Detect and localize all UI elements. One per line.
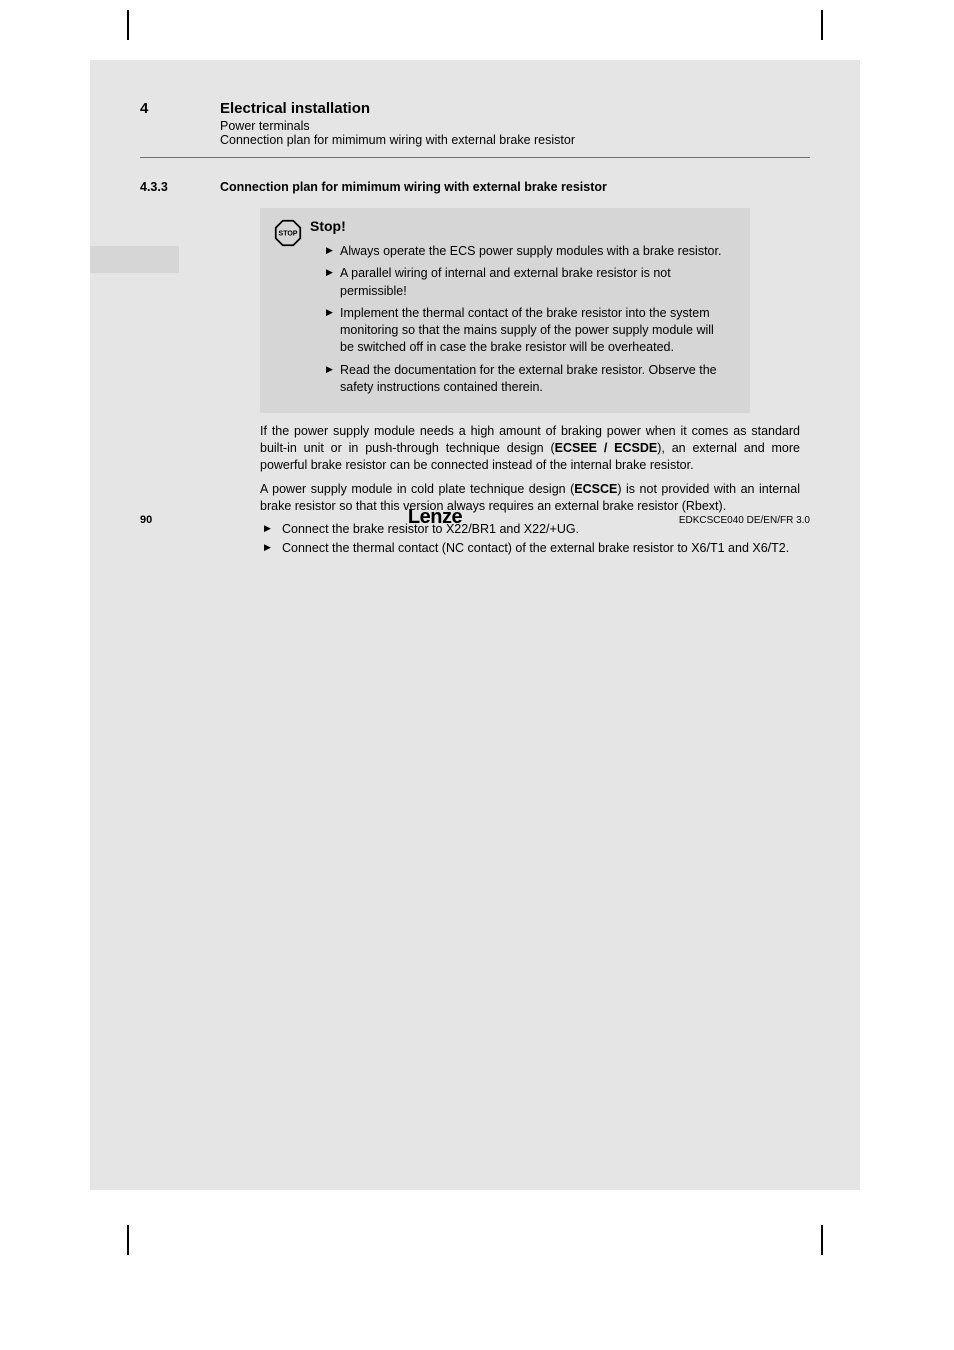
body-list-item: Connect the thermal contact (NC contact)… — [260, 540, 800, 557]
chapter-number: 4 — [140, 100, 220, 117]
chapter-header: 4 Electrical installation Power terminal… — [140, 100, 810, 147]
page-footer: 90 Lenze EDKCSCE040 DE/EN/FR 3.0 — [90, 506, 860, 529]
crop-mark — [821, 10, 823, 40]
stop-list: Always operate the ECS power supply modu… — [310, 243, 730, 396]
stop-item: Implement the thermal contact of the bra… — [326, 305, 730, 357]
chapter-subtitle-2: Connection plan for mimimum wiring with … — [220, 133, 810, 147]
page-number: 90 — [140, 514, 220, 526]
stop-title: Stop! — [310, 218, 730, 234]
stop-side-accent — [90, 246, 179, 273]
body-paragraphs: If the power supply module needs a high … — [260, 423, 800, 514]
stop-item: A parallel wiring of internal and extern… — [326, 265, 730, 300]
text: A power supply module in cold plate tech… — [260, 482, 574, 496]
stop-callout: STOP Stop! Always operate the ECS power … — [260, 208, 750, 413]
crop-mark — [821, 1225, 823, 1255]
stop-content: Stop! Always operate the ECS power suppl… — [310, 218, 730, 401]
chapter-title: Electrical installation — [220, 100, 810, 117]
document-id: EDKCSCE040 DE/EN/FR 3.0 — [650, 515, 810, 526]
chapter-subtitle-1: Power terminals — [220, 119, 810, 133]
stop-item: Always operate the ECS power supply modu… — [326, 243, 730, 260]
text-bold: ECSEE / ECSDE — [555, 441, 658, 455]
page-content: 4 Electrical installation Power terminal… — [90, 60, 860, 559]
stop-icon: STOP — [274, 219, 302, 247]
header-divider — [140, 157, 810, 158]
stop-item: Read the documentation for the external … — [326, 362, 730, 397]
section-title: Connection plan for mimimum wiring with … — [220, 180, 607, 194]
section-number: 4.3.3 — [140, 180, 220, 194]
text-bold: ECSCE — [574, 482, 617, 496]
body-paragraph-1: If the power supply module needs a high … — [260, 423, 800, 474]
chapter-title-block: Electrical installation Power terminals … — [220, 100, 810, 147]
svg-text:STOP: STOP — [279, 231, 298, 238]
section-header: 4.3.3 Connection plan for mimimum wiring… — [140, 180, 810, 194]
brand-logo: Lenze — [220, 506, 650, 529]
crop-mark — [127, 1225, 129, 1255]
crop-mark — [127, 10, 129, 40]
